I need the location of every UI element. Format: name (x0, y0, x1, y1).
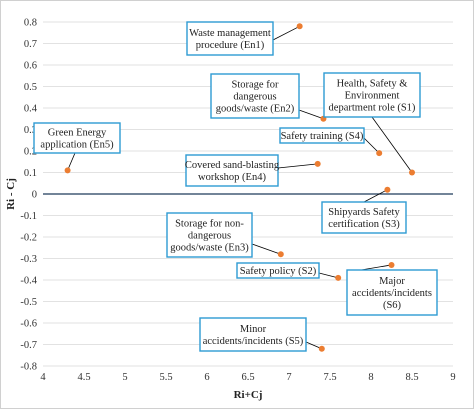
x-tick-label: 5 (122, 372, 127, 383)
annotation-label: dangerous (233, 92, 276, 103)
leader-line (363, 189, 388, 203)
leader-line (360, 264, 392, 271)
y-tick-label: -0.5 (20, 297, 37, 308)
x-tick-label: 9 (450, 372, 455, 383)
y-tick-label: -0.8 (20, 362, 37, 373)
data-point (376, 150, 383, 157)
annotation-label: Shipyards Safety (328, 207, 400, 218)
annotation-label: (S6) (383, 300, 402, 311)
y-tick-label: 0.4 (24, 104, 38, 115)
x-tick-label: 4 (40, 372, 46, 383)
annotation-box (279, 127, 365, 144)
y-tick-label: 0.6 (24, 61, 37, 72)
annotation-label: Major (379, 276, 405, 287)
leader-line (318, 272, 339, 279)
annotation-label: department role (S1) (329, 103, 416, 114)
data-point (277, 251, 284, 258)
annotation-label: Health, Safety & (337, 79, 408, 90)
annotation-box (166, 212, 253, 258)
annotation-box (33, 122, 121, 154)
annotation-box (236, 262, 320, 279)
annotation-label: procedure (En1) (196, 40, 265, 51)
annotation-label: Safety training (S4) (281, 131, 364, 142)
leader-line (371, 116, 413, 173)
leader-line (272, 25, 300, 41)
annotation-box (186, 21, 274, 56)
y-tick-label: 0 (32, 190, 37, 201)
annotation-box (210, 73, 300, 119)
annotation-box (321, 201, 407, 234)
annotation-label: accidents/incidents (S5) (203, 336, 304, 347)
annotation-label: accidents/incidents (352, 288, 432, 299)
annotation-label: workshop (En4) (198, 172, 266, 183)
annotation-label: goods/waste (En3) (170, 243, 249, 254)
data-point (318, 345, 325, 352)
leader-line (67, 152, 76, 171)
annotation-label: Safety policy (S2) (240, 266, 317, 277)
data-point (296, 23, 303, 30)
annotation-box (185, 154, 279, 187)
y-tick-label: -0.7 (20, 340, 37, 351)
data-point (314, 160, 321, 167)
x-tick-label: 7 (286, 372, 291, 383)
y-tick-label: 0.5 (24, 82, 37, 93)
annotation-label: application (En5) (40, 140, 114, 151)
x-tick-label: 8 (368, 372, 373, 383)
data-point (388, 261, 395, 268)
y-tick-label: 0.1 (24, 168, 37, 179)
x-tick-label: 6 (204, 372, 209, 383)
y-tick-label: 0.2 (24, 147, 37, 158)
y-tick-label: -0.2 (20, 233, 37, 244)
x-tick-label: 8.5 (405, 372, 418, 383)
y-tick-label: 0.3 (24, 125, 37, 136)
annotation-label: Storage for (232, 80, 279, 91)
y-tick-label: -0.4 (20, 276, 37, 287)
annotation-label: goods/waste (En2) (216, 104, 295, 115)
data-point (64, 167, 71, 174)
annotation-label: Covered sand-blasting (185, 160, 280, 171)
leader-line (277, 163, 318, 169)
data-point (384, 186, 391, 193)
annotation-label: Environment (345, 91, 400, 102)
annotation-box (346, 269, 438, 316)
y-tick-label: 0.8 (24, 18, 37, 29)
y-tick-label: -0.1 (20, 211, 37, 222)
leader-line (251, 243, 281, 255)
annotation-box (323, 72, 421, 118)
annotation-label: certification (S3) (328, 219, 400, 230)
leader-line (363, 137, 380, 154)
x-tick-label: 4.5 (77, 372, 90, 383)
annotation-label: Storage for non- (175, 219, 244, 230)
annotation-label: Waste management (189, 28, 271, 39)
x-tick-label: 6.5 (241, 372, 254, 383)
y-tick-label: -0.3 (20, 254, 37, 265)
x-axis-title: Ri+Cj (234, 389, 263, 401)
annotation-label: Green Energy (48, 128, 107, 139)
annotation-label: dangerous (188, 231, 231, 242)
y-tick-label: 0.7 (24, 39, 37, 50)
data-point (409, 169, 415, 176)
leader-line (298, 109, 324, 120)
x-tick-label: 7.5 (323, 372, 336, 383)
y-tick-label: -0.6 (20, 319, 37, 330)
annotation-label: Minor (240, 324, 267, 335)
annotation-box (199, 317, 307, 352)
x-tick-label: 5.5 (159, 372, 172, 383)
data-point (335, 274, 342, 281)
y-axis-title: Ri - Cj (5, 178, 17, 210)
